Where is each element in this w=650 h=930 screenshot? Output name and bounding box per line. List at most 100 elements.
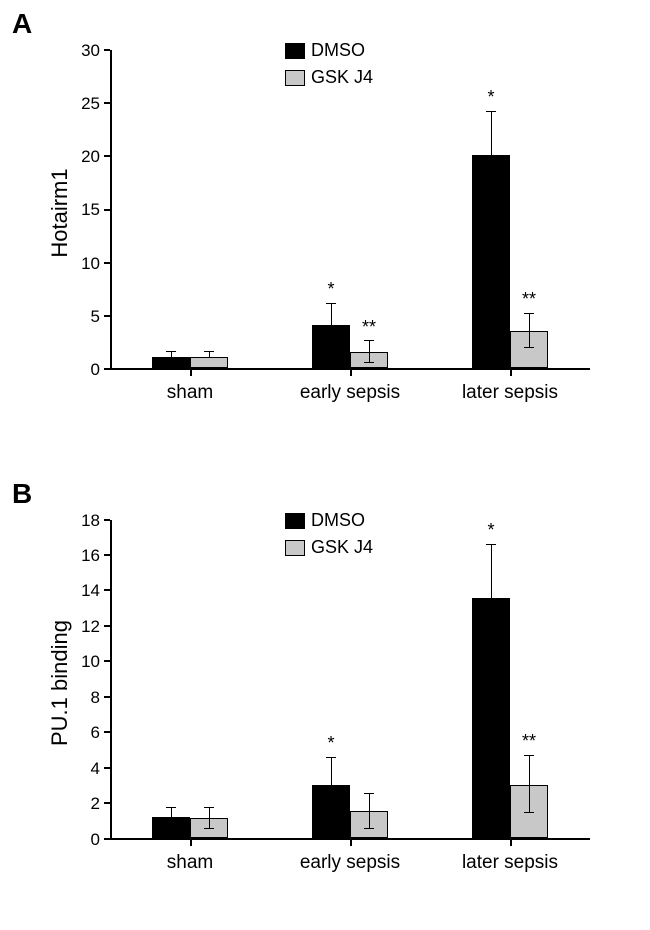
bar-dmso: [312, 325, 350, 368]
errorbar-cap: [166, 807, 176, 808]
errorbar-cap: [204, 351, 214, 352]
ytick: [104, 49, 110, 51]
ytick: [104, 155, 110, 157]
panel-b: B 0 2 4 6 8 10 12 14 16 18 PU.1 binding …: [0, 470, 650, 930]
xlabel: sham: [150, 852, 230, 874]
yticklabel: 30: [70, 41, 100, 61]
errorbar-cap: [524, 313, 534, 314]
legend-swatch-gsk: [285, 70, 305, 86]
ytick: [104, 696, 110, 698]
bar-dmso: [312, 785, 350, 838]
ytick: [104, 625, 110, 627]
errorbar: [331, 304, 332, 325]
yticklabel: 20: [70, 147, 100, 167]
sig: *: [327, 279, 334, 300]
ytick: [104, 519, 110, 521]
yticklabel: 15: [70, 200, 100, 220]
legend-swatch-dmso: [285, 43, 305, 59]
ytick: [104, 209, 110, 211]
sig: *: [327, 733, 334, 754]
yticklabel: 16: [70, 546, 100, 566]
legend: DMSO GSK J4: [285, 40, 373, 94]
ytick: [104, 554, 110, 556]
ytick: [104, 767, 110, 769]
yticklabel: 18: [70, 511, 100, 531]
xtick: [190, 370, 192, 376]
ytick: [104, 589, 110, 591]
errorbar: [529, 756, 530, 784]
xlabel: early sepsis: [290, 382, 410, 404]
panel-a-letter: A: [12, 8, 32, 40]
yticklabel: 5: [70, 307, 100, 327]
errorbar-cap: [364, 340, 374, 341]
yticklabel: 8: [70, 688, 100, 708]
y-axis: [110, 520, 112, 840]
y-axis-label: PU.1 binding: [47, 583, 73, 783]
sig: **: [522, 289, 536, 310]
errorbar-cap: [364, 362, 374, 363]
legend-label: GSK J4: [311, 537, 373, 557]
yticklabel: 4: [70, 759, 100, 779]
errorbar: [331, 758, 332, 785]
panel-a: A 0 5 10 15 20 25 30 Hotairm1 sham early…: [0, 0, 650, 460]
errorbar: [529, 785, 530, 813]
bar-dmso: [152, 817, 190, 838]
errorbar-cap: [326, 757, 336, 758]
sig: **: [362, 317, 376, 338]
panel-b-letter: B: [12, 478, 32, 510]
xlabel: early sepsis: [290, 852, 410, 874]
ytick: [104, 315, 110, 317]
bar-gsk: [190, 357, 228, 368]
errorbar: [529, 331, 530, 348]
legend-swatch-gsk: [285, 540, 305, 556]
ytick: [104, 102, 110, 104]
bar-dmso: [472, 598, 510, 838]
legend-dmso: DMSO: [285, 510, 373, 531]
errorbar: [171, 352, 172, 357]
errorbar-cap: [326, 303, 336, 304]
ytick: [104, 838, 110, 840]
legend-label: GSK J4: [311, 67, 373, 87]
xlabel: sham: [150, 382, 230, 404]
yticklabel: 14: [70, 581, 100, 601]
legend-gsk: GSK J4: [285, 537, 373, 558]
xtick: [190, 840, 192, 846]
errorbar-cap: [524, 755, 534, 756]
errorbar-cap: [204, 828, 214, 829]
sig: **: [522, 731, 536, 752]
xtick: [510, 370, 512, 376]
errorbar-cap: [166, 351, 176, 352]
yticklabel: 10: [70, 652, 100, 672]
xlabel: later sepsis: [450, 382, 570, 404]
ytick: [104, 660, 110, 662]
yticklabel: 6: [70, 723, 100, 743]
panel-a-chart: 0 5 10 15 20 25 30 Hotairm1 sham early s…: [110, 50, 590, 370]
y-axis-label: Hotairm1: [47, 113, 73, 313]
errorbar-cap: [204, 807, 214, 808]
ytick: [104, 802, 110, 804]
errorbar: [369, 811, 370, 829]
errorbar: [491, 545, 492, 598]
errorbar-cap: [524, 347, 534, 348]
bar-dmso: [472, 155, 510, 368]
yticklabel: 10: [70, 254, 100, 274]
ytick: [104, 368, 110, 370]
ytick: [104, 262, 110, 264]
errorbar: [369, 794, 370, 812]
yticklabel: 0: [70, 830, 100, 850]
sig: *: [487, 520, 494, 541]
errorbar-cap: [364, 793, 374, 794]
ytick: [104, 731, 110, 733]
sig: *: [487, 87, 494, 108]
errorbar: [529, 314, 530, 331]
bar-dmso: [152, 357, 190, 368]
errorbar-cap: [486, 544, 496, 545]
errorbar: [491, 112, 492, 155]
xlabel: later sepsis: [450, 852, 570, 874]
xtick: [350, 840, 352, 846]
panel-b-chart: 0 2 4 6 8 10 12 14 16 18 PU.1 binding sh…: [110, 520, 590, 840]
legend-label: DMSO: [311, 510, 365, 530]
legend-swatch-dmso: [285, 513, 305, 529]
yticklabel: 2: [70, 794, 100, 814]
yticklabel: 12: [70, 617, 100, 637]
